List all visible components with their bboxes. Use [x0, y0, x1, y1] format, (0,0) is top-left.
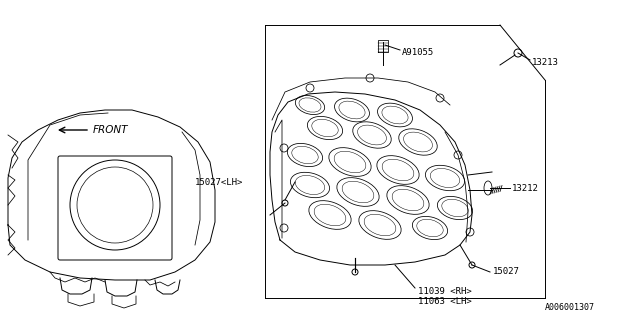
Text: A006001307: A006001307 [545, 303, 595, 312]
Text: 15027<LH>: 15027<LH> [195, 178, 243, 187]
Text: 13213: 13213 [532, 58, 559, 67]
Text: A91055: A91055 [402, 47, 435, 57]
Text: 11039 <RH>: 11039 <RH> [418, 287, 472, 297]
Text: 11063 <LH>: 11063 <LH> [418, 298, 472, 307]
Text: 13212: 13212 [512, 183, 539, 193]
Text: FRONT: FRONT [93, 125, 129, 135]
Text: 15027: 15027 [493, 268, 520, 276]
